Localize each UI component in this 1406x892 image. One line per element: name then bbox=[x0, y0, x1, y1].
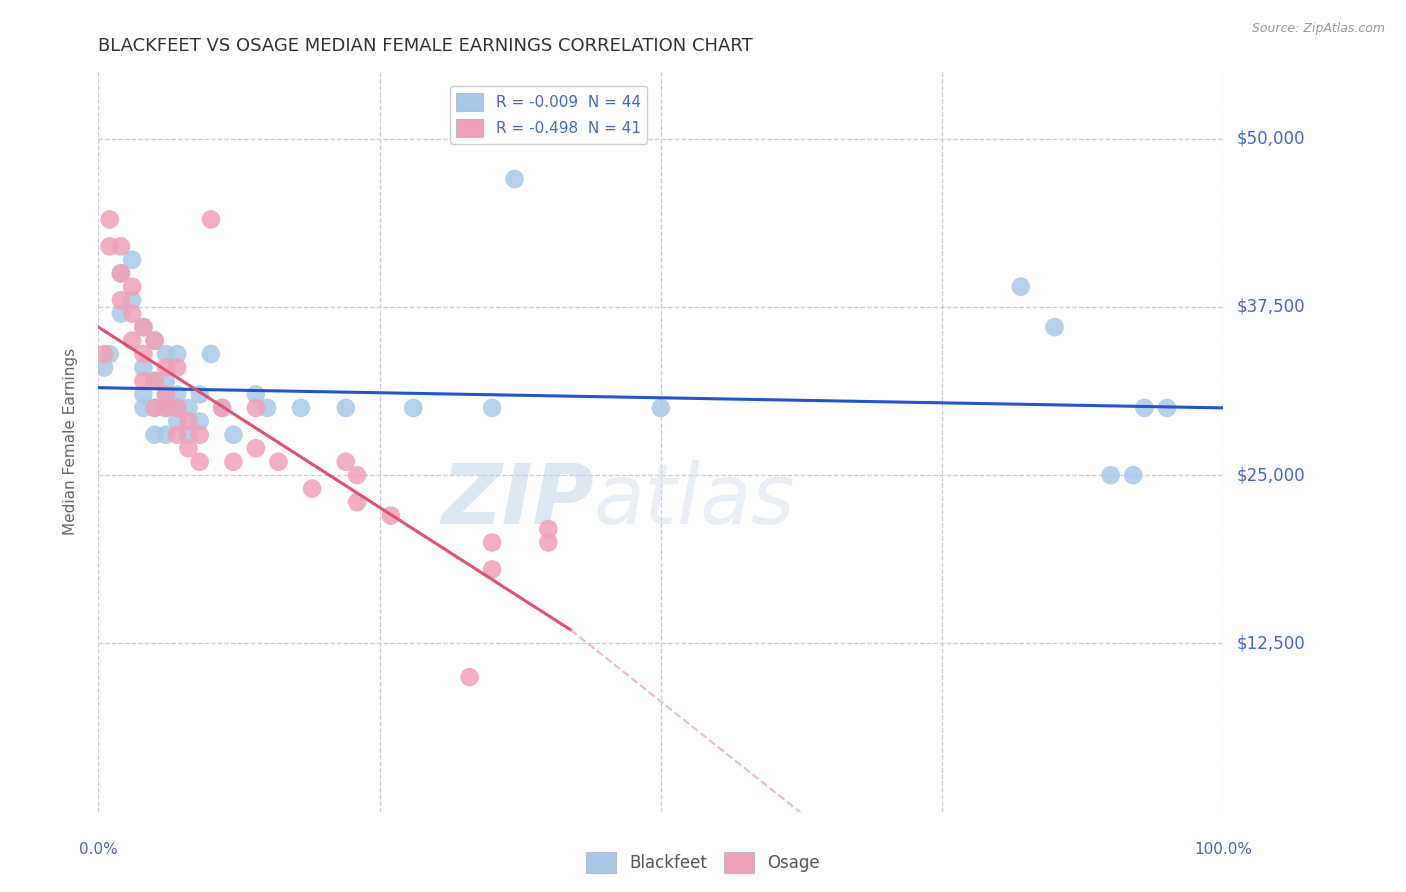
Point bbox=[245, 401, 267, 415]
Point bbox=[211, 401, 233, 415]
Point bbox=[155, 401, 177, 415]
Point bbox=[110, 266, 132, 280]
Point bbox=[166, 387, 188, 401]
Point bbox=[346, 468, 368, 483]
Point bbox=[143, 374, 166, 388]
Point bbox=[256, 401, 278, 415]
Point bbox=[346, 495, 368, 509]
Point bbox=[121, 334, 143, 348]
Legend: Blackfeet, Osage: Blackfeet, Osage bbox=[579, 846, 827, 880]
Point bbox=[650, 401, 672, 415]
Point bbox=[177, 427, 200, 442]
Point bbox=[222, 455, 245, 469]
Point bbox=[1043, 320, 1066, 334]
Point bbox=[98, 239, 121, 253]
Text: $50,000: $50,000 bbox=[1237, 129, 1306, 148]
Point bbox=[188, 455, 211, 469]
Point bbox=[110, 307, 132, 321]
Point bbox=[188, 387, 211, 401]
Point bbox=[155, 347, 177, 361]
Point bbox=[132, 374, 155, 388]
Point bbox=[166, 401, 188, 415]
Point bbox=[188, 427, 211, 442]
Point bbox=[155, 374, 177, 388]
Point bbox=[155, 387, 177, 401]
Point bbox=[121, 293, 143, 308]
Point bbox=[200, 212, 222, 227]
Point bbox=[110, 293, 132, 308]
Point bbox=[143, 334, 166, 348]
Point bbox=[245, 442, 267, 456]
Point bbox=[301, 482, 323, 496]
Text: atlas: atlas bbox=[593, 460, 794, 541]
Point bbox=[121, 252, 143, 267]
Point bbox=[132, 360, 155, 375]
Point bbox=[335, 455, 357, 469]
Point bbox=[267, 455, 290, 469]
Point bbox=[481, 535, 503, 549]
Point bbox=[1122, 468, 1144, 483]
Point bbox=[211, 401, 233, 415]
Point bbox=[177, 414, 200, 428]
Point bbox=[132, 401, 155, 415]
Point bbox=[166, 347, 188, 361]
Text: $12,500: $12,500 bbox=[1237, 634, 1306, 652]
Point bbox=[98, 212, 121, 227]
Point bbox=[188, 414, 211, 428]
Text: BLACKFEET VS OSAGE MEDIAN FEMALE EARNINGS CORRELATION CHART: BLACKFEET VS OSAGE MEDIAN FEMALE EARNING… bbox=[98, 37, 754, 54]
Legend: R = -0.009  N = 44, R = -0.498  N = 41: R = -0.009 N = 44, R = -0.498 N = 41 bbox=[450, 87, 647, 144]
Point bbox=[143, 334, 166, 348]
Point bbox=[166, 414, 188, 428]
Point bbox=[177, 442, 200, 456]
Point bbox=[93, 360, 115, 375]
Text: 0.0%: 0.0% bbox=[79, 842, 118, 857]
Point bbox=[166, 427, 188, 442]
Point bbox=[121, 307, 143, 321]
Point bbox=[166, 401, 188, 415]
Point bbox=[402, 401, 425, 415]
Point bbox=[245, 387, 267, 401]
Point bbox=[177, 401, 200, 415]
Point bbox=[335, 401, 357, 415]
Point bbox=[143, 401, 166, 415]
Text: $25,000: $25,000 bbox=[1237, 467, 1306, 484]
Point bbox=[290, 401, 312, 415]
Point bbox=[155, 387, 177, 401]
Point bbox=[143, 401, 166, 415]
Point bbox=[1156, 401, 1178, 415]
Point bbox=[98, 347, 121, 361]
Point bbox=[132, 320, 155, 334]
Point bbox=[458, 670, 481, 684]
Text: ZIP: ZIP bbox=[440, 460, 593, 541]
Point bbox=[155, 360, 177, 375]
Point bbox=[1133, 401, 1156, 415]
Point bbox=[200, 347, 222, 361]
Point bbox=[110, 239, 132, 253]
Point bbox=[481, 562, 503, 576]
Y-axis label: Median Female Earnings: Median Female Earnings bbox=[63, 348, 77, 535]
Point bbox=[155, 427, 177, 442]
Text: $37,500: $37,500 bbox=[1237, 298, 1306, 316]
Point bbox=[132, 320, 155, 334]
Point bbox=[537, 522, 560, 536]
Point bbox=[132, 347, 155, 361]
Point bbox=[143, 374, 166, 388]
Point bbox=[93, 347, 115, 361]
Point bbox=[143, 427, 166, 442]
Point bbox=[155, 401, 177, 415]
Point bbox=[503, 172, 526, 186]
Point bbox=[222, 427, 245, 442]
Point bbox=[1099, 468, 1122, 483]
Text: 100.0%: 100.0% bbox=[1194, 842, 1253, 857]
Point bbox=[110, 266, 132, 280]
Point bbox=[481, 401, 503, 415]
Point bbox=[537, 535, 560, 549]
Text: Source: ZipAtlas.com: Source: ZipAtlas.com bbox=[1251, 22, 1385, 36]
Point bbox=[166, 360, 188, 375]
Point bbox=[121, 279, 143, 293]
Point bbox=[380, 508, 402, 523]
Point bbox=[132, 387, 155, 401]
Point bbox=[1010, 279, 1032, 293]
